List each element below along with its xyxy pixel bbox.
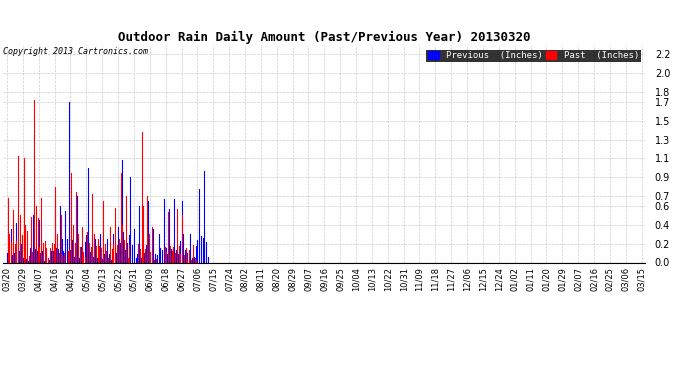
Legend: Previous  (Inches), Past  (Inches): Previous (Inches), Past (Inches) [426, 50, 640, 62]
Title: Outdoor Rain Daily Amount (Past/Previous Year) 20130320: Outdoor Rain Daily Amount (Past/Previous… [118, 31, 531, 44]
Text: Copyright 2013 Cartronics.com: Copyright 2013 Cartronics.com [3, 47, 148, 56]
